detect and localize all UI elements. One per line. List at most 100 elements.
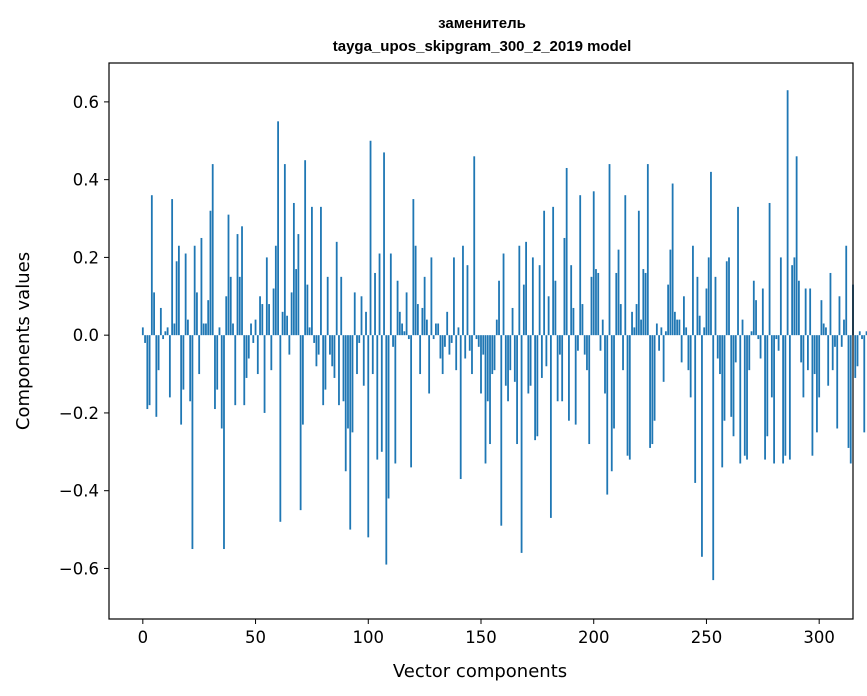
bar: [410, 335, 413, 468]
bar: [583, 335, 586, 355]
bar: [712, 335, 715, 581]
bar: [703, 327, 706, 336]
bar: [200, 237, 203, 336]
bar: [412, 199, 415, 336]
bar: [856, 335, 859, 367]
bar: [322, 335, 325, 406]
bar: [261, 304, 264, 336]
bar: [489, 335, 491, 445]
bar: [238, 276, 241, 336]
bar: [356, 335, 358, 375]
bar: [453, 257, 455, 336]
bar: [527, 335, 530, 394]
bar: [484, 335, 487, 464]
bar: [304, 160, 307, 336]
bar: [581, 304, 584, 336]
bar: [755, 300, 757, 336]
bar: [531, 257, 534, 336]
bar: [513, 335, 516, 382]
bar: [759, 335, 762, 359]
bar: [196, 292, 198, 336]
bar: [714, 276, 717, 336]
bar: [299, 335, 302, 511]
bar: [802, 335, 805, 398]
bar: [187, 319, 189, 336]
bar: [425, 319, 428, 336]
bar: [150, 195, 153, 336]
bar: [777, 335, 780, 351]
bar: [491, 335, 494, 375]
bar: [552, 206, 555, 336]
bar: [836, 335, 839, 429]
bar: [380, 335, 383, 452]
bar: [207, 300, 210, 336]
bar: [272, 288, 275, 336]
bar: [599, 335, 602, 351]
bar: [507, 335, 509, 402]
x-tick-label: 50: [245, 628, 266, 647]
bar: [739, 335, 742, 464]
bar: [324, 335, 327, 390]
bar: [446, 311, 449, 336]
bar: [435, 323, 437, 336]
bar: [651, 335, 654, 445]
bar: [732, 335, 735, 437]
bar: [414, 245, 417, 336]
bar: [252, 335, 255, 343]
bar: [741, 319, 744, 336]
bar: [784, 335, 787, 456]
bar: [358, 335, 361, 343]
bar: [525, 241, 527, 336]
bar: [347, 335, 349, 429]
bar: [520, 335, 523, 553]
bar: [685, 327, 688, 336]
bar: [822, 323, 825, 336]
bar: [241, 226, 243, 336]
bar: [849, 335, 852, 464]
bar: [579, 195, 582, 336]
bar: [701, 335, 703, 557]
bar: [146, 335, 149, 410]
bar: [486, 335, 489, 402]
bar: [495, 319, 498, 336]
bar: [329, 335, 331, 355]
bar: [705, 288, 708, 336]
bar: [678, 319, 681, 336]
bar: [144, 335, 146, 343]
bar: [608, 164, 611, 336]
bar: [173, 323, 176, 336]
bar: [689, 335, 692, 398]
bar: [606, 335, 609, 495]
bar: [757, 335, 760, 340]
bar: [619, 304, 622, 336]
bar: [748, 335, 751, 371]
bar: [191, 335, 194, 550]
bar: [157, 335, 160, 371]
bar: [707, 257, 710, 336]
bar: [827, 335, 830, 386]
y-tick-label: 0.0: [73, 326, 99, 345]
bar: [308, 327, 311, 336]
bar: [734, 335, 737, 363]
bar: [254, 319, 257, 336]
bar: [809, 288, 812, 336]
bar: [349, 335, 352, 530]
bar: [256, 335, 259, 375]
bar: [457, 327, 460, 336]
bar: [437, 323, 440, 336]
bar: [277, 121, 279, 336]
bar: [669, 249, 672, 336]
bar: [401, 323, 403, 336]
bar: [671, 183, 674, 336]
bar: [392, 335, 394, 347]
bar: [468, 335, 471, 351]
bar: [223, 335, 225, 550]
bar: [624, 195, 627, 336]
bar: [518, 245, 521, 336]
bar: [182, 335, 185, 390]
bar: [317, 335, 320, 355]
bar: [617, 249, 620, 336]
bar: [166, 327, 169, 336]
bar: [536, 335, 539, 437]
x-tick-label: 150: [465, 628, 497, 647]
